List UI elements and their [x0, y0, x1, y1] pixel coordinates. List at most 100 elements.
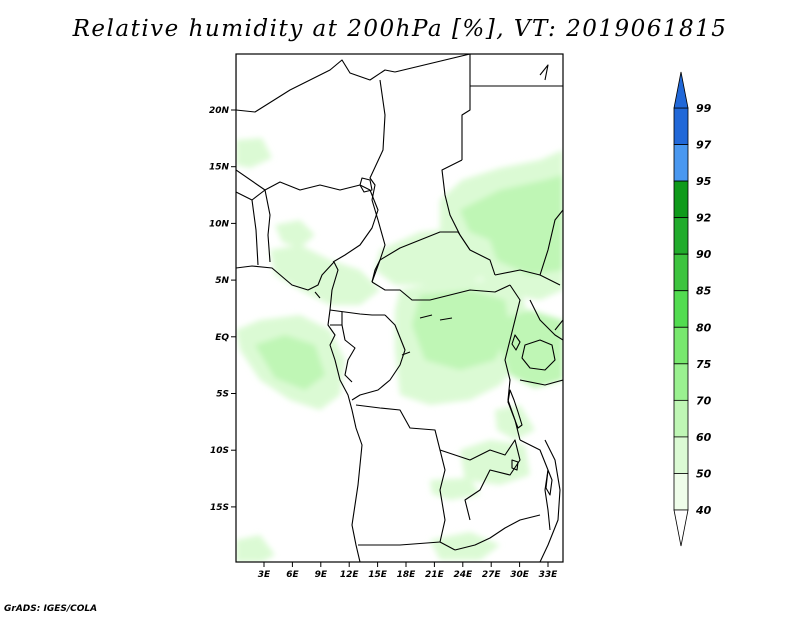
lake-tanganyika: [507, 389, 523, 429]
border-cameroon-gabon: [329, 309, 385, 316]
border-drc-zambia: [439, 439, 521, 521]
country-borders: [236, 54, 563, 562]
colorbar-swatch: [673, 217, 689, 255]
border-south-sudan: [494, 269, 561, 286]
humidity-area-congo-core: [412, 290, 510, 370]
border-benin-togo: [251, 199, 259, 266]
border-car-north: [371, 231, 471, 283]
lon-tick-label: 21E: [425, 570, 445, 580]
colorbar-label: 80: [696, 321, 712, 334]
river-congo-lakes: [314, 291, 453, 356]
lake-chad: [359, 177, 373, 193]
colorbar-swatch: [673, 473, 689, 511]
colorbar-label: 85: [696, 285, 712, 298]
lat-tick-label: 5S: [216, 390, 229, 400]
colorbar-swatch: [673, 144, 689, 182]
border-car-south: [371, 281, 511, 301]
horn-border: [554, 319, 563, 331]
border-ethiopia: [539, 209, 563, 276]
colorbar-label: 50: [696, 467, 712, 480]
lake-malawi: [545, 469, 553, 496]
colorbar-label: 40: [695, 504, 712, 517]
humidity-shading: [236, 138, 563, 562]
coastline-west-africa: [236, 261, 363, 562]
colorbar: 99 97 95 92 90 85 80 75 70 60 50 40: [673, 71, 712, 547]
lake-albert: [511, 334, 521, 351]
humidity-area-tanzania: [460, 440, 530, 485]
colorbar-label: 90: [696, 248, 712, 261]
humidity-area-angola-south: [430, 532, 500, 560]
humidity-area-lake-tanganyika: [495, 405, 535, 440]
colorbar-label: 60: [696, 431, 712, 444]
colorbar-swatch: [673, 436, 689, 474]
lat-tick-label: 15N: [209, 163, 230, 173]
credit-text: GrADS: IGES/COLA: [4, 604, 98, 614]
border-niger-algeria: [236, 59, 396, 113]
border-chad-libya: [369, 79, 386, 201]
border-niger-nigeria: [236, 169, 371, 191]
lon-tick-label: 18E: [397, 570, 417, 580]
humidity-area-sahel-west: [236, 138, 272, 168]
colorbar-swatch: [673, 107, 689, 145]
lon-tick-label: 15E: [368, 570, 388, 580]
border-egypt-sudan: [461, 54, 471, 160]
border-gabon-congo: [341, 324, 356, 383]
border-libya-egypt: [394, 54, 471, 73]
humidity-area-atlantic-south: [236, 535, 275, 562]
border-zambia-zimbabwe: [454, 514, 541, 551]
colorbar-swatch: [673, 253, 689, 292]
colorbar-swatch: [673, 363, 689, 401]
colorbar-label: 70: [696, 394, 712, 407]
lon-tick-label: 6E: [286, 570, 299, 580]
lat-tick-label: 15S: [210, 503, 229, 513]
border-rift-east: [529, 299, 563, 341]
lat-tick-label: 20N: [209, 106, 230, 116]
lon-tick-label: 9E: [315, 570, 328, 580]
humidity-area-nigeria-north: [275, 220, 315, 248]
colorbar-label: 97: [696, 139, 712, 152]
latitude-axis: 20N 15N 10N 5N EQ 5S 10S 15S: [209, 106, 236, 513]
border-cameroon-chad: [371, 199, 386, 283]
lon-tick-label: 27E: [482, 570, 502, 580]
colorbar-swatch: [673, 399, 689, 438]
border-congo-drc: [351, 314, 406, 401]
border-mozambique: [539, 439, 561, 562]
colorbar-swatch: [673, 290, 689, 328]
lat-tick-label: 10S: [210, 446, 229, 456]
colorbar-bottom-arrow: [673, 509, 689, 547]
border-angola-namibia: [358, 541, 441, 546]
lake-victoria: [521, 339, 556, 371]
border-burkina: [236, 189, 266, 201]
lon-tick-label: 3E: [258, 570, 271, 580]
border-drc-angola: [355, 404, 446, 491]
humidity-area-gabon: [255, 335, 325, 390]
border-nigeria-cameroon: [332, 189, 379, 263]
lon-tick-label: 12E: [340, 570, 360, 580]
red-sea-coast: [539, 64, 549, 81]
lat-tick-label: EQ: [215, 333, 229, 343]
colorbar-swatch: [673, 326, 689, 365]
lake-mweru: [511, 459, 519, 471]
lon-tick-label: 24E: [453, 570, 473, 580]
border-tanzania: [519, 379, 563, 386]
map-title: Relative humidity at 200hPa [%], VT: 201…: [72, 16, 728, 42]
lat-tick-label: 5N: [215, 276, 229, 286]
colorbar-label: 99: [696, 102, 712, 115]
colorbar-label: 95: [696, 175, 712, 188]
humidity-area-zambia: [430, 478, 480, 500]
colorbar-swatch: [673, 180, 689, 219]
lat-tick-label: 10N: [209, 219, 230, 229]
humidity-area-car: [375, 228, 500, 285]
border-eq-guinea: [330, 312, 343, 326]
colorbar-top-arrow: [673, 71, 689, 109]
humidity-area-nigeria-cameroon: [270, 245, 380, 305]
map-frame: [235, 53, 564, 563]
colorbar-label: 75: [696, 358, 712, 371]
border-chad-sudan: [441, 159, 496, 276]
border-nigeria-benin: [264, 189, 271, 263]
border-angola-zambia: [439, 489, 456, 551]
longitude-axis: 3E 6E 9E 12E 15E 18E 21E 24E 27E 30E 33E: [258, 562, 558, 580]
colorbar-label: 92: [696, 212, 712, 225]
lon-tick-label: 30E: [510, 570, 530, 580]
